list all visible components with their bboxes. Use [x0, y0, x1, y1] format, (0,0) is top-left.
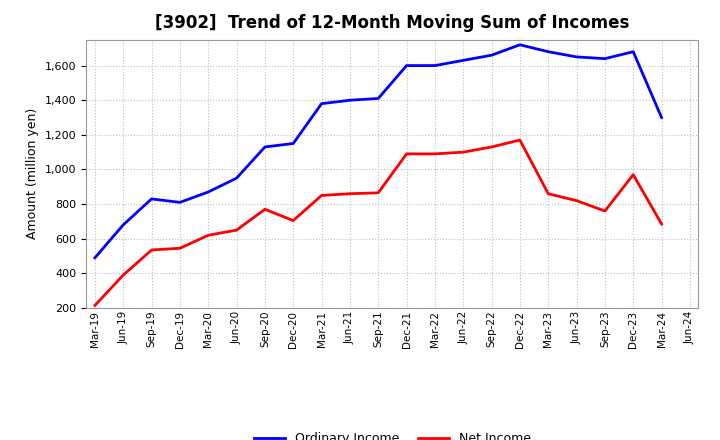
- Ordinary Income: [91, 255, 99, 260]
- Ordinary Income: [487, 52, 496, 58]
- Net Income: [431, 151, 439, 157]
- Ordinary Income: [629, 49, 637, 55]
- Net Income: [346, 191, 354, 196]
- Ordinary Income: [318, 101, 326, 106]
- Line: Ordinary Income: Ordinary Income: [95, 45, 662, 258]
- Net Income: [600, 209, 609, 214]
- Legend: Ordinary Income, Net Income: Ordinary Income, Net Income: [248, 427, 536, 440]
- Ordinary Income: [261, 144, 269, 150]
- Ordinary Income: [516, 42, 524, 48]
- Net Income: [261, 207, 269, 212]
- Ordinary Income: [176, 200, 184, 205]
- Net Income: [487, 144, 496, 150]
- Ordinary Income: [402, 63, 411, 68]
- Ordinary Income: [346, 98, 354, 103]
- Net Income: [402, 151, 411, 157]
- Net Income: [148, 247, 156, 253]
- Net Income: [374, 190, 382, 195]
- Net Income: [657, 221, 666, 227]
- Ordinary Income: [374, 96, 382, 101]
- Ordinary Income: [544, 49, 552, 55]
- Ordinary Income: [600, 56, 609, 61]
- Net Income: [629, 172, 637, 177]
- Line: Net Income: Net Income: [95, 140, 662, 305]
- Title: [3902]  Trend of 12-Month Moving Sum of Incomes: [3902] Trend of 12-Month Moving Sum of I…: [156, 15, 629, 33]
- Ordinary Income: [148, 196, 156, 202]
- Ordinary Income: [431, 63, 439, 68]
- Ordinary Income: [572, 54, 581, 59]
- Net Income: [572, 198, 581, 203]
- Net Income: [459, 150, 467, 155]
- Ordinary Income: [119, 222, 127, 227]
- Net Income: [204, 233, 212, 238]
- Net Income: [544, 191, 552, 196]
- Net Income: [119, 272, 127, 278]
- Net Income: [318, 193, 326, 198]
- Ordinary Income: [657, 115, 666, 120]
- Net Income: [516, 137, 524, 143]
- Ordinary Income: [459, 58, 467, 63]
- Net Income: [289, 218, 297, 223]
- Ordinary Income: [204, 189, 212, 194]
- Ordinary Income: [289, 141, 297, 146]
- Net Income: [91, 303, 99, 308]
- Net Income: [233, 227, 241, 233]
- Net Income: [176, 246, 184, 251]
- Y-axis label: Amount (million yen): Amount (million yen): [27, 108, 40, 239]
- Ordinary Income: [233, 176, 241, 181]
